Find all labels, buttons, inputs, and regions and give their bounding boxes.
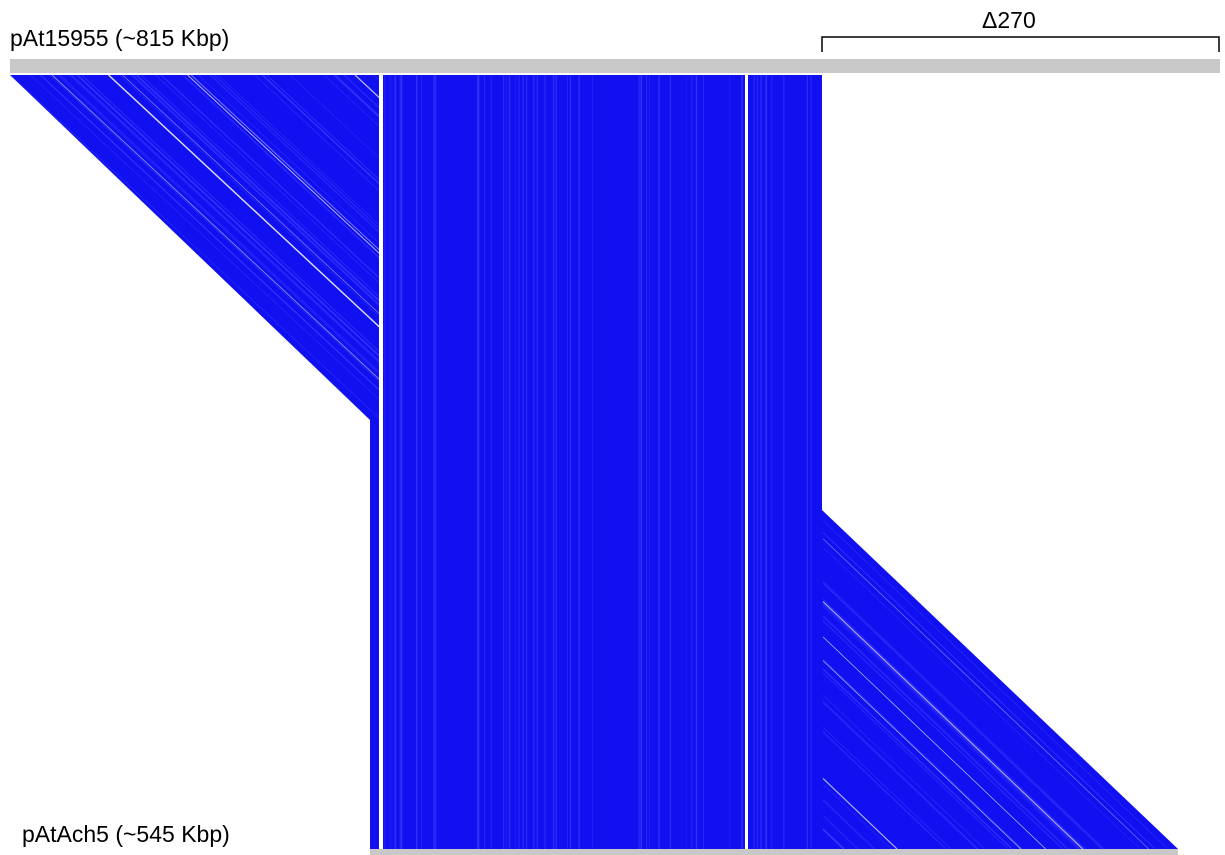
alignment-stripe	[822, 532, 1156, 850]
alignment-stripe	[354, 74, 383, 101]
top-sequence-label: pAt15955 (~815 Kbp)	[10, 25, 230, 51]
alignment-stripe	[822, 701, 979, 850]
alignment-stripe	[10, 74, 381, 420]
alignment-stripe	[76, 74, 383, 360]
alignment-stripe	[214, 74, 383, 232]
alignment-gap-1	[379, 75, 383, 849]
top-sequence-bar	[10, 59, 1220, 73]
alignment-block-right-diagonal	[822, 510, 1178, 849]
alignment-gap-2	[745, 75, 748, 849]
alignment-stripe	[343, 74, 383, 111]
alignment-stripe	[69, 74, 383, 366]
alignment-stripe	[822, 783, 892, 850]
alignment-stripe	[155, 74, 383, 286]
alignment-stripe	[108, 74, 383, 330]
alignment-stripe	[822, 598, 1086, 850]
alignment-stripe	[209, 74, 383, 236]
alignment-stripe	[822, 672, 1009, 850]
alignment-stripe	[160, 74, 383, 281]
alignment-stripe	[822, 668, 1013, 850]
alignment-stripe	[131, 74, 383, 309]
alignment-stripe	[822, 660, 1021, 850]
alignment-stripe	[822, 815, 859, 850]
alignment-stripe	[182, 74, 383, 261]
alignment-stripe	[187, 74, 383, 257]
alignment-stripe	[136, 74, 383, 304]
alignment-block-left-diagonal	[10, 75, 382, 849]
alignment-stripes	[10, 74, 1169, 850]
deletion-label: Δ270	[982, 7, 1036, 33]
alignment-stripe	[59, 74, 383, 376]
alignment-stripe	[335, 74, 383, 119]
alignment-stripe	[822, 620, 1063, 850]
alignment-stripe	[51, 74, 383, 383]
alignment-stripe	[198, 74, 383, 247]
alignment-stripe	[254, 74, 383, 194]
alignment-block-central	[382, 75, 822, 849]
alignment-stripe	[40, 74, 383, 394]
alignment-stripe	[333, 74, 383, 121]
alignment-stripe	[71, 74, 383, 365]
alignment-stripe	[289, 74, 383, 161]
alignment-stripe	[266, 74, 383, 183]
alignment-stripe	[822, 601, 1084, 850]
alignment-stripe	[822, 606, 1078, 850]
alignment-stripe	[822, 658, 1023, 850]
alignment-stripe	[822, 828, 845, 850]
alignment-stripe	[822, 582, 1103, 850]
alignment-stripe	[822, 580, 1105, 850]
alignment-stripe	[192, 74, 383, 252]
alignment-stripe	[822, 726, 952, 850]
alignment-stripe	[30, 74, 383, 403]
alignment-stripe	[822, 702, 977, 850]
alignment-stripe	[122, 74, 383, 317]
alignment-stripe	[81, 74, 383, 355]
alignment-stripe	[190, 74, 383, 253]
bottom-sequence-label: pAtAch5 (~545 Kbp)	[22, 821, 230, 847]
alignment-stripe	[822, 799, 875, 850]
alignment-stripe	[119, 74, 383, 320]
alignment-stripe	[822, 603, 1081, 850]
alignment-stripe	[822, 615, 1068, 850]
alignment-stripe	[822, 538, 1150, 850]
alignment-stripe	[140, 74, 383, 300]
alignment-stripe	[261, 74, 383, 187]
alignment-stripe	[822, 636, 1046, 850]
alignment-stripe	[822, 778, 898, 850]
deletion-bracket	[821, 36, 1220, 52]
alignment-stripe	[134, 74, 383, 306]
alignment-stripe	[49, 74, 383, 385]
alignment-stripe	[217, 74, 383, 228]
alignment-stripe	[822, 546, 1141, 850]
bottom-sequence-bar	[370, 849, 1178, 855]
alignment-stripe	[822, 520, 1169, 850]
alignment-stripe	[822, 614, 1070, 850]
alignment-stripe	[323, 74, 383, 130]
alignment-stripe	[822, 731, 947, 850]
alignment-stripe	[822, 829, 844, 850]
alignment-stripe	[57, 74, 383, 377]
alignment-stripe	[822, 694, 985, 850]
